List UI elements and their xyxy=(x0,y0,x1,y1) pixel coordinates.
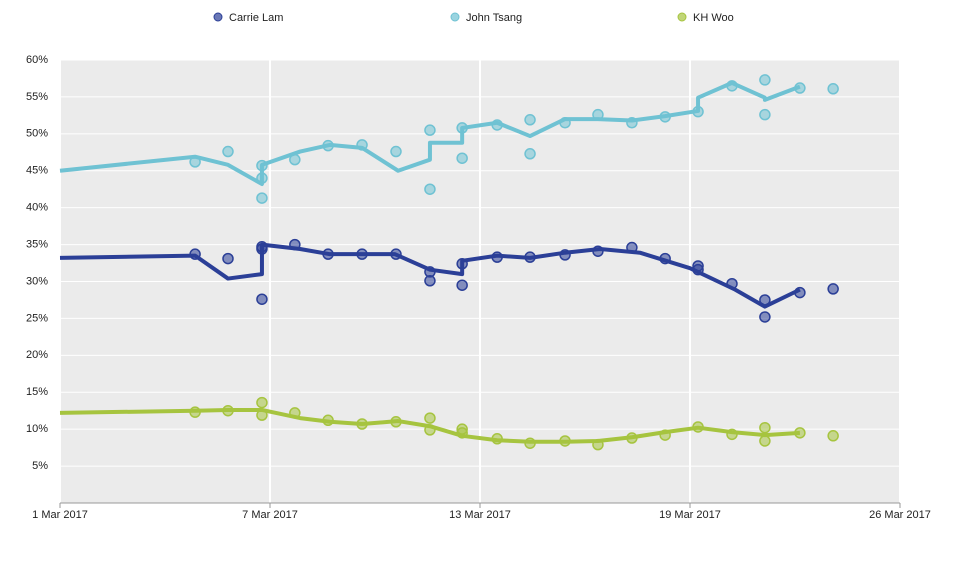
legend-label: John Tsang xyxy=(466,12,522,24)
poll-point xyxy=(524,114,536,126)
trend-line xyxy=(59,407,801,444)
y-tick-label: 30% xyxy=(26,275,48,287)
x-tick-label: 13 Mar 2017 xyxy=(449,509,511,521)
trend-line xyxy=(59,80,801,187)
y-tick-label: 55% xyxy=(26,91,48,103)
poll-point xyxy=(424,124,436,136)
poll-point xyxy=(456,279,468,291)
poll-point xyxy=(759,311,771,323)
poll-point xyxy=(256,293,268,305)
y-tick-label: 60% xyxy=(26,54,48,66)
poll-point xyxy=(222,145,234,158)
legend-marker xyxy=(213,12,223,22)
poll-point xyxy=(827,430,839,442)
poll-point xyxy=(759,108,771,121)
y-tick-label: 5% xyxy=(32,460,48,472)
poll-point xyxy=(456,152,468,164)
poll-point xyxy=(424,183,436,195)
y-tick-label: 15% xyxy=(26,386,48,398)
legend-marker xyxy=(450,12,460,22)
poll-point xyxy=(424,412,436,424)
y-tick-label: 50% xyxy=(26,128,48,140)
poll-point xyxy=(827,83,839,95)
y-tick-label: 25% xyxy=(26,312,48,324)
poll-point xyxy=(524,148,536,160)
legend-label: KH Woo xyxy=(693,12,734,24)
x-tick-label: 19 Mar 2017 xyxy=(659,509,721,521)
x-tick-label: 7 Mar 2017 xyxy=(242,509,298,521)
y-tick-label: 45% xyxy=(26,165,48,177)
poll-point xyxy=(759,435,771,447)
y-tick-label: 10% xyxy=(26,423,48,435)
poll-point xyxy=(424,275,436,287)
poll-point xyxy=(759,74,771,86)
legend-label: Carrie Lam xyxy=(229,12,283,24)
x-tick-label: 26 Mar 2017 xyxy=(869,509,931,521)
poll-point xyxy=(827,283,839,295)
y-tick-label: 40% xyxy=(26,202,48,214)
poll-point xyxy=(222,252,234,265)
poll-point xyxy=(256,396,268,409)
poll-point xyxy=(256,192,268,204)
trend-line xyxy=(59,242,801,309)
x-tick-label: 1 Mar 2017 xyxy=(32,509,88,521)
poll-point xyxy=(759,421,771,434)
y-tick-label: 35% xyxy=(26,238,48,250)
poll-point xyxy=(390,145,402,158)
y-tick-label: 20% xyxy=(26,349,48,361)
legend-marker xyxy=(677,12,687,22)
